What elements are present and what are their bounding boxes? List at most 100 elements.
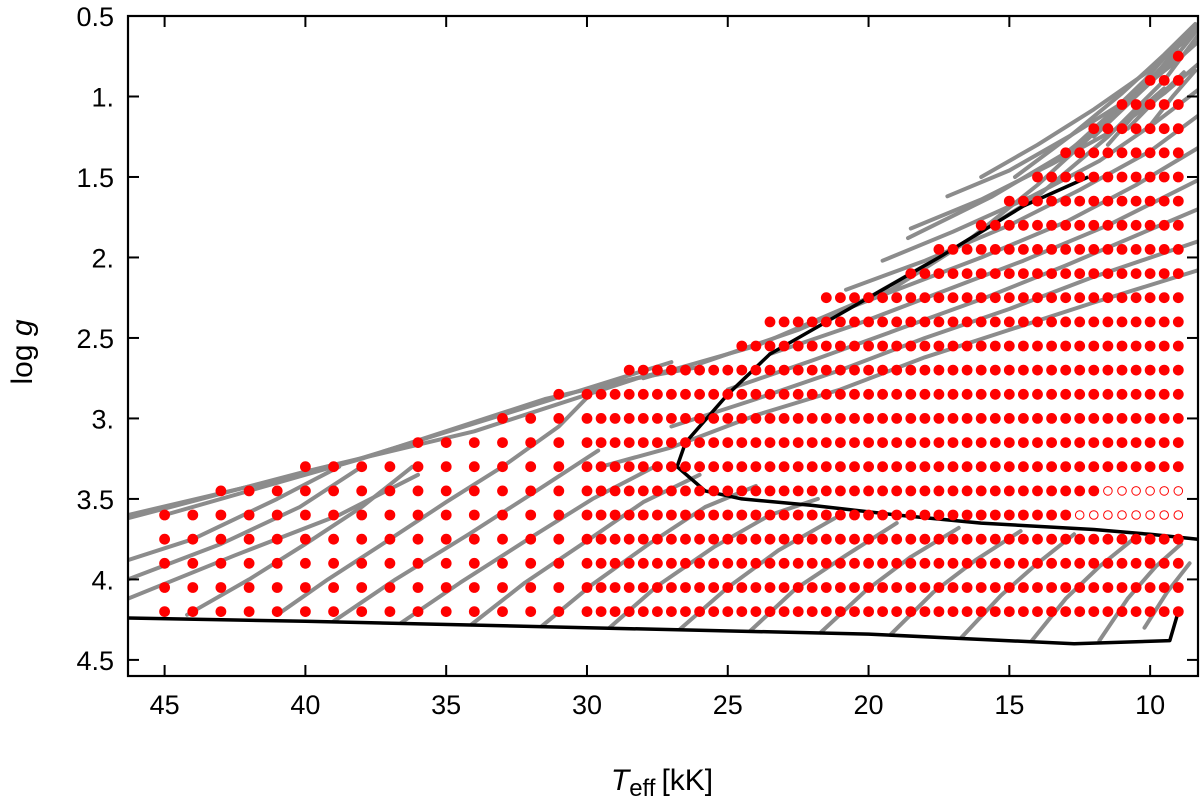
grid-point-13-39 xyxy=(1172,364,1184,376)
grid-point-23-1 xyxy=(187,606,199,617)
tracks-layer xyxy=(128,22,1198,643)
grid-point-20-56 xyxy=(1158,533,1170,545)
grid-point-16-32 xyxy=(947,437,959,448)
grid-point-11-6 xyxy=(849,316,860,328)
grid-point-14-9 xyxy=(694,388,705,400)
grid-point-19-40 xyxy=(933,509,945,521)
grid-point-13-30 xyxy=(1046,364,1057,376)
grid-point-21-31 xyxy=(806,557,818,569)
grid-point-23-33 xyxy=(835,606,846,617)
grid-point-17-45 xyxy=(1074,461,1086,473)
grid-point-11-21 xyxy=(1060,316,1072,328)
grid-point-15-15 xyxy=(750,413,762,424)
grid-point-17-14 xyxy=(637,461,649,473)
grid-point-17-8 xyxy=(525,461,537,473)
grid-point-22-16 xyxy=(595,582,607,593)
grid-point-15-39 xyxy=(1088,413,1100,424)
grid-point-11-20 xyxy=(1046,316,1057,328)
grid-point-17-29 xyxy=(849,461,860,473)
grid-point-23-24 xyxy=(708,606,720,617)
plot-frame xyxy=(126,14,1200,678)
grid-point-20-28 xyxy=(764,533,776,545)
grid-point-12-24 xyxy=(1074,340,1086,352)
grid-point-22-20 xyxy=(652,582,663,593)
grid-point-14-38 xyxy=(1102,388,1114,400)
grid-point-10-11 xyxy=(975,292,987,304)
grid-point-4-7 xyxy=(1158,147,1170,159)
grid-point-23-53 xyxy=(1116,606,1128,617)
grid-point-5-8 xyxy=(1144,171,1156,183)
grid-point-16-27 xyxy=(877,437,888,448)
grid-point-17-20 xyxy=(722,461,734,473)
grid-point-11-14 xyxy=(961,316,973,328)
grid-point-17-21 xyxy=(736,461,748,473)
grid-point-21-11 xyxy=(468,557,480,569)
grid-point-21-19 xyxy=(637,557,649,569)
grid-point-15-40 xyxy=(1102,413,1114,424)
grid-point-15-6 xyxy=(623,413,635,424)
grid-point-16-41 xyxy=(1074,437,1086,448)
grid-point-6-5 xyxy=(1074,195,1086,207)
grid-point-5-10 xyxy=(1172,171,1184,183)
grid-point-16-37 xyxy=(1018,437,1029,448)
grid-point-20-13 xyxy=(525,533,537,545)
grid-point-21-10 xyxy=(440,557,452,569)
grid-point-23-44 xyxy=(989,606,1001,617)
grid-point-4-3 xyxy=(1102,147,1114,159)
grid-points-layer xyxy=(159,50,1184,617)
grid-point-16-15 xyxy=(708,437,720,448)
grid-point-15-30 xyxy=(961,413,973,424)
evolution-track-10 xyxy=(469,472,702,627)
grid-point-23-11 xyxy=(468,606,480,617)
grid-point-18-6 xyxy=(384,485,396,497)
grid-point-8-15 xyxy=(1144,244,1156,255)
grid-point-22-57 xyxy=(1172,582,1184,593)
grid-point-12-6 xyxy=(820,340,832,352)
grid-point-14-33 xyxy=(1032,388,1043,400)
grid-point-18-26 xyxy=(764,485,776,497)
open-grid-point-19-56 xyxy=(1159,510,1169,520)
grid-point-12-31 xyxy=(1172,340,1184,352)
grid-point-19-26 xyxy=(736,509,748,521)
grid-point-15-25 xyxy=(891,413,903,424)
grid-point-19-31 xyxy=(806,509,818,521)
grid-point-21-57 xyxy=(1172,557,1184,569)
grid-point-22-47 xyxy=(1032,582,1043,593)
grid-point-11-25 xyxy=(1116,316,1128,328)
evolution-track-7 xyxy=(275,384,601,617)
grid-point-16-22 xyxy=(806,437,818,448)
grid-point-17-26 xyxy=(806,461,818,473)
grid-point-16-35 xyxy=(989,437,1001,448)
grid-point-18-33 xyxy=(863,485,874,497)
grid-point-14-43 xyxy=(1172,388,1184,400)
evolution-track-31 xyxy=(641,33,1198,381)
grid-point-16-17 xyxy=(736,437,748,448)
grid-point-16-4 xyxy=(525,437,537,448)
evolution-track-8 xyxy=(331,448,601,624)
grid-point-19-1 xyxy=(187,509,199,521)
grid-point-11-2 xyxy=(792,316,804,328)
grid-point-18-40 xyxy=(961,485,973,497)
grid-point-12-14 xyxy=(933,340,945,352)
x-tick-label-0: 45 xyxy=(150,690,180,720)
grid-point-23-48 xyxy=(1046,606,1057,617)
grid-point-13-21 xyxy=(919,364,931,376)
grid-point-13-9 xyxy=(750,364,762,376)
grid-point-16-38 xyxy=(1032,437,1043,448)
grid-point-9-16 xyxy=(1130,268,1142,279)
grid-point-17-35 xyxy=(933,461,945,473)
grid-point-15-43 xyxy=(1144,413,1156,424)
grid-point-16-16 xyxy=(722,437,734,448)
grid-point-15-5 xyxy=(609,413,621,424)
grid-point-21-13 xyxy=(525,557,537,569)
grid-point-18-34 xyxy=(877,485,888,497)
grid-point-23-6 xyxy=(328,606,339,617)
grid-point-8-3 xyxy=(975,244,987,255)
grid-point-11-8 xyxy=(877,316,888,328)
grid-point-15-35 xyxy=(1032,413,1043,424)
grid-point-14-31 xyxy=(1003,388,1015,400)
grid-point-12-21 xyxy=(1032,340,1043,352)
grid-point-21-9 xyxy=(412,557,424,569)
grid-point-20-46 xyxy=(1018,533,1029,545)
